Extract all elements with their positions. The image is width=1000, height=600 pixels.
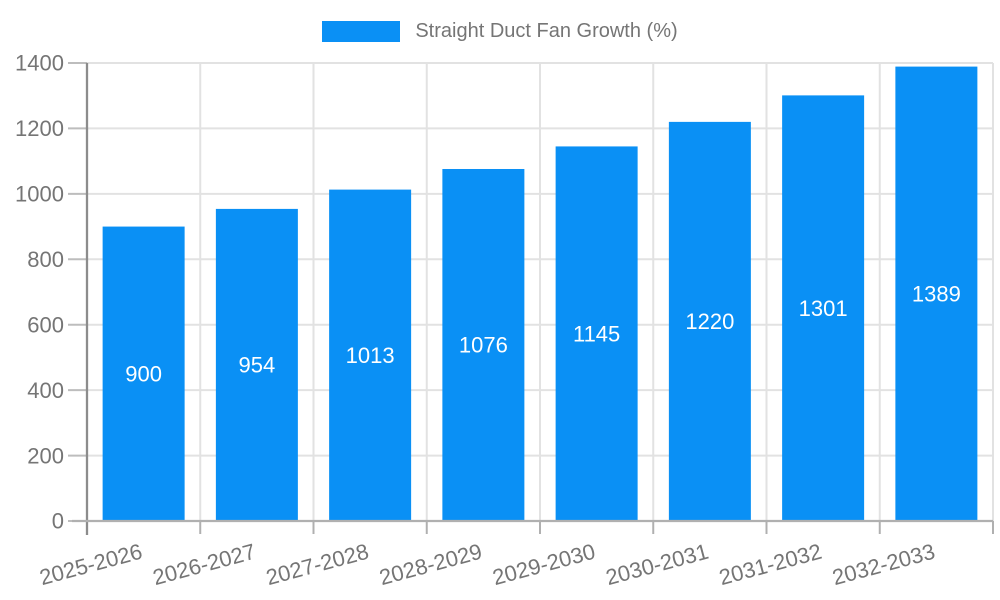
- bar: [895, 66, 978, 521]
- x-tick-label: 2027-2028: [263, 539, 371, 590]
- x-tick-label: 2031-2032: [716, 539, 824, 590]
- bar: [668, 121, 751, 521]
- x-tick-label: 2028-2029: [377, 539, 485, 590]
- y-tick-label: 400: [27, 378, 64, 403]
- bar-value-label: 1301: [799, 296, 848, 321]
- y-tick-label: 1000: [15, 182, 64, 207]
- bar: [782, 95, 865, 521]
- x-tick-label: 2029-2030: [490, 539, 598, 590]
- y-tick-label: 0: [52, 509, 64, 534]
- bar-value-label: 1145: [573, 321, 620, 346]
- x-tick-label: 2030-2031: [603, 539, 711, 590]
- y-tick-label: 600: [27, 312, 64, 337]
- bar-value-label: 900: [125, 361, 162, 386]
- bar-value-label: 1076: [459, 333, 508, 358]
- bar-value-label: 1220: [685, 309, 734, 334]
- bar-value-label: 1013: [346, 343, 395, 368]
- bar: [102, 226, 185, 522]
- bar-value-label: 954: [239, 353, 276, 378]
- y-tick-label: 1400: [15, 51, 64, 76]
- y-tick-label: 1200: [15, 116, 64, 141]
- x-tick-label: 2032-2033: [830, 539, 938, 590]
- bar-value-label: 1389: [912, 281, 961, 306]
- bar: [555, 146, 638, 521]
- y-tick-label: 200: [27, 443, 64, 468]
- bar: [442, 168, 525, 521]
- y-tick-label: 800: [27, 247, 64, 272]
- bar: [215, 208, 298, 522]
- bar: [329, 189, 412, 521]
- x-tick-label: 2026-2027: [150, 539, 258, 590]
- x-tick-label: 2025-2026: [37, 539, 145, 590]
